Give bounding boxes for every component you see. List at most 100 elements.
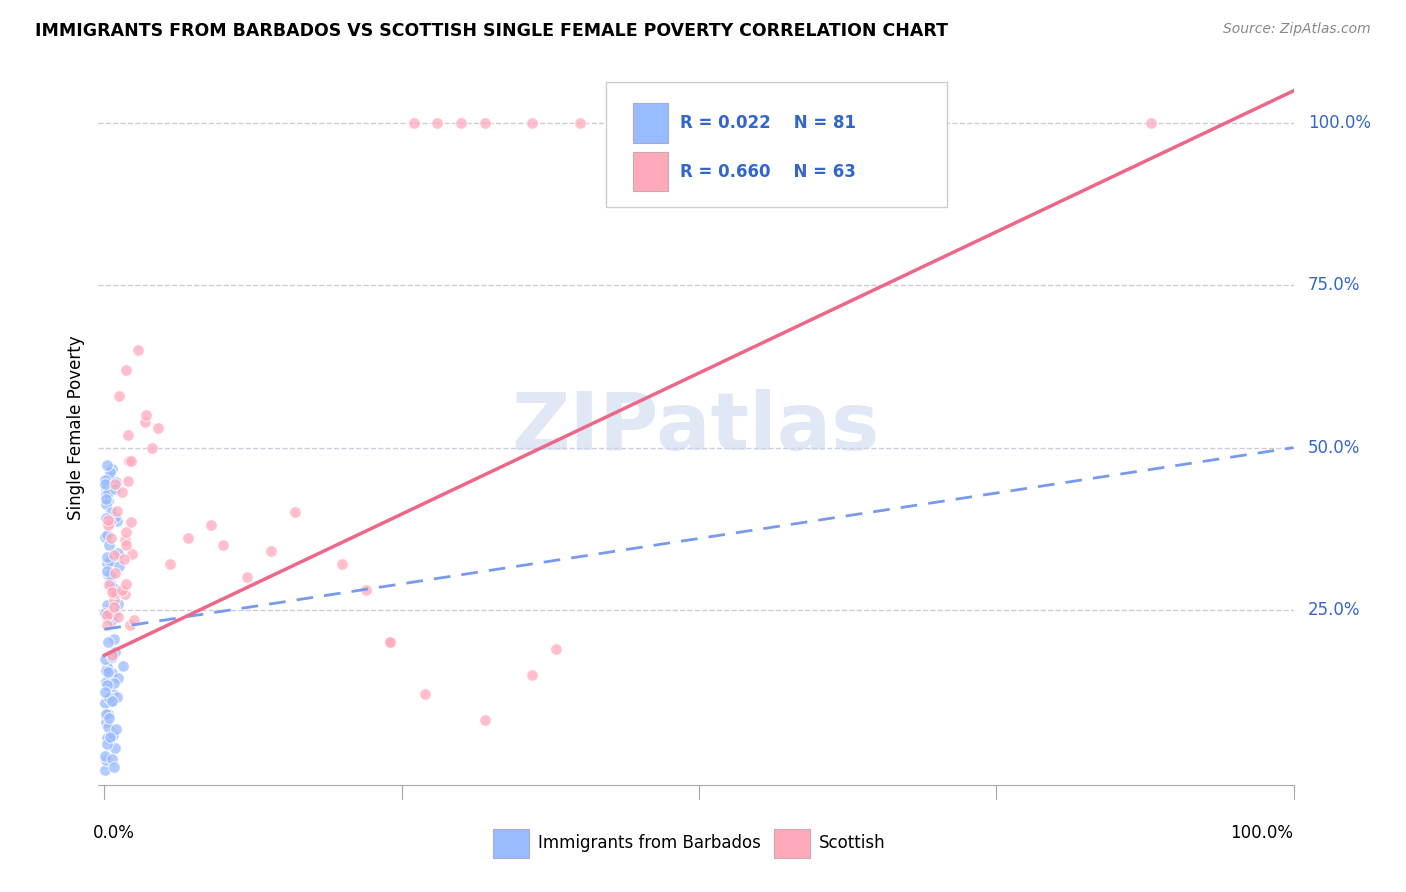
Point: [120, 453, 142, 467]
Text: Scottish: Scottish: [820, 835, 886, 853]
Point: [97, 538, 120, 552]
Point: [94, 763, 117, 777]
Point: [200, 518, 222, 533]
Point: [105, 504, 128, 518]
Point: [98, 578, 121, 592]
Point: [96, 549, 118, 564]
Point: [115, 577, 138, 591]
Point: [117, 474, 139, 488]
Point: [121, 547, 143, 561]
Text: 75.0%: 75.0%: [1308, 277, 1360, 294]
Point: [236, 570, 259, 584]
Point: [415, 687, 437, 701]
Point: [103, 548, 125, 562]
Point: [97, 603, 120, 617]
Point: [100, 694, 122, 708]
Point: [569, 116, 592, 130]
Point: [97, 635, 120, 649]
Point: [94, 754, 117, 768]
Point: [103, 632, 125, 646]
Point: [107, 559, 129, 574]
Point: [104, 644, 127, 658]
Point: [100, 665, 122, 680]
Point: [94, 487, 117, 501]
Point: [98, 465, 121, 479]
Point: [96, 458, 118, 472]
Point: [103, 676, 125, 690]
Point: [94, 510, 117, 524]
Point: [97, 567, 120, 582]
Text: ZIPatlas: ZIPatlas: [512, 389, 880, 467]
Point: [104, 510, 127, 524]
Point: [94, 530, 117, 544]
Point: [141, 441, 163, 455]
Point: [107, 671, 129, 685]
Point: [103, 593, 125, 607]
Point: [522, 116, 544, 130]
Point: [104, 586, 127, 600]
Text: 50.0%: 50.0%: [1308, 439, 1360, 457]
Point: [474, 713, 496, 727]
Point: [97, 665, 120, 679]
Point: [120, 515, 142, 529]
Point: [378, 635, 401, 649]
Point: [101, 613, 124, 627]
Point: [96, 556, 118, 570]
Point: [402, 116, 425, 130]
Text: 25.0%: 25.0%: [1308, 601, 1361, 619]
Point: [94, 714, 117, 729]
Point: [104, 722, 127, 736]
Point: [134, 415, 156, 429]
FancyBboxPatch shape: [606, 82, 948, 207]
Point: [93, 652, 115, 666]
Point: [97, 706, 120, 721]
FancyBboxPatch shape: [633, 152, 668, 191]
Point: [100, 531, 122, 545]
Point: [105, 514, 128, 528]
Point: [118, 454, 141, 468]
Point: [159, 558, 181, 572]
Point: [96, 618, 118, 632]
Point: [101, 752, 124, 766]
Text: 100.0%: 100.0%: [1230, 824, 1294, 842]
Point: [103, 606, 125, 620]
Point: [100, 694, 122, 708]
Text: Source: ZipAtlas.com: Source: ZipAtlas.com: [1223, 22, 1371, 37]
Point: [111, 582, 134, 597]
Point: [330, 558, 353, 572]
Text: IMMIGRANTS FROM BARBADOS VS SCOTTISH SINGLE FEMALE POVERTY CORRELATION CHART: IMMIGRANTS FROM BARBADOS VS SCOTTISH SIN…: [35, 22, 948, 40]
Point: [97, 471, 120, 485]
Point: [112, 552, 135, 566]
Point: [115, 525, 138, 540]
Point: [98, 711, 121, 725]
Point: [426, 116, 449, 130]
Point: [107, 610, 129, 624]
Point: [96, 598, 118, 612]
Point: [96, 737, 118, 751]
Point: [98, 567, 121, 582]
Point: [546, 641, 568, 656]
Point: [104, 477, 127, 491]
Point: [101, 462, 124, 476]
Point: [284, 506, 307, 520]
Point: [117, 427, 139, 442]
Point: [94, 483, 117, 497]
Point: [96, 665, 118, 679]
FancyBboxPatch shape: [494, 830, 529, 858]
Point: [101, 581, 124, 595]
Y-axis label: Single Female Poverty: Single Female Poverty: [66, 336, 84, 520]
Point: [94, 497, 117, 511]
Point: [104, 475, 127, 490]
Point: [522, 667, 544, 681]
Text: Immigrants from Barbados: Immigrants from Barbados: [538, 835, 761, 853]
Text: R = 0.660    N = 63: R = 0.660 N = 63: [681, 163, 856, 181]
Point: [98, 575, 121, 590]
Point: [96, 491, 118, 506]
Point: [107, 597, 129, 611]
Point: [98, 515, 121, 529]
Point: [96, 607, 118, 622]
Point: [97, 513, 120, 527]
Text: 0.0%: 0.0%: [93, 824, 135, 842]
Point: [94, 748, 117, 763]
Point: [93, 473, 115, 487]
